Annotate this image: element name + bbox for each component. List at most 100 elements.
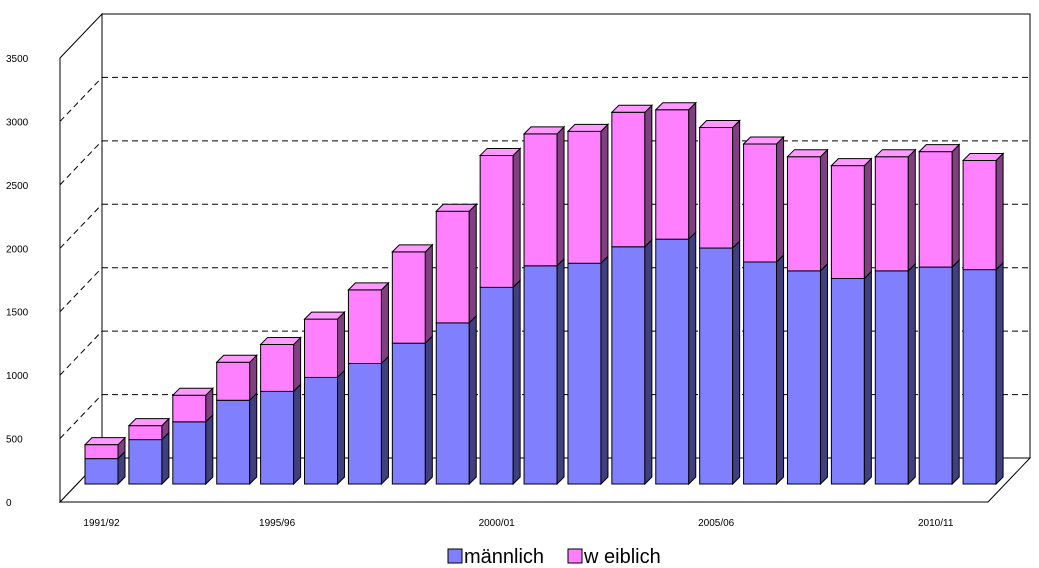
bar-segment-maennlich bbox=[567, 262, 602, 485]
bar-side-face bbox=[644, 238, 653, 486]
bar-top-face bbox=[303, 311, 346, 320]
bar-segment-weiblich bbox=[391, 251, 426, 344]
bar-top-face bbox=[127, 418, 171, 427]
y-tick-label: 3000 bbox=[6, 117, 29, 128]
bar-group bbox=[83, 436, 127, 486]
bar-segment-weiblich bbox=[699, 127, 734, 249]
x-tick-label: 1995/96 bbox=[259, 518, 296, 529]
bar-side-face bbox=[512, 279, 521, 486]
bar-side-face bbox=[819, 262, 828, 486]
bar-top-face bbox=[83, 437, 127, 446]
bar-group bbox=[347, 281, 390, 486]
bar-side-face bbox=[337, 369, 346, 486]
bar-side-face bbox=[556, 125, 565, 268]
bar-top-face bbox=[478, 147, 522, 156]
y-tick-label: 3500 bbox=[6, 54, 29, 65]
bar-group bbox=[127, 417, 171, 486]
bar-top-face bbox=[786, 149, 829, 158]
bar-side-face bbox=[732, 119, 741, 250]
bar-segment-weiblich bbox=[962, 160, 997, 271]
bar-segment-maennlich bbox=[172, 421, 207, 485]
bar-side-face bbox=[951, 258, 960, 486]
y-tick-label: 1000 bbox=[6, 371, 29, 382]
bar-segment-weiblich bbox=[172, 394, 207, 423]
x-tick-label: 2010/11 bbox=[918, 518, 954, 529]
legend: männlich w eiblich bbox=[447, 546, 661, 568]
grid-line-side bbox=[59, 267, 103, 313]
bar-top-face bbox=[961, 153, 1005, 162]
bar-top-face bbox=[391, 244, 434, 253]
bar-segment-weiblich bbox=[743, 143, 778, 263]
bar-segment-weiblich bbox=[347, 289, 382, 364]
bar-segment-weiblich bbox=[830, 165, 865, 279]
bar-group bbox=[435, 203, 478, 486]
bar-groups bbox=[83, 101, 1005, 486]
bar-segment-maennlich bbox=[260, 390, 295, 485]
bar-top-face bbox=[259, 336, 302, 345]
bar-side-face bbox=[776, 253, 785, 486]
bar-segment-weiblich bbox=[304, 318, 339, 378]
bar-segment-weiblich bbox=[435, 210, 470, 324]
bar-side-face bbox=[380, 355, 389, 486]
bar-segment-maennlich bbox=[918, 266, 953, 485]
bar-side-face bbox=[424, 334, 433, 486]
bar-top-face bbox=[917, 144, 961, 153]
bar-side-face bbox=[688, 101, 697, 241]
bar-side-face bbox=[468, 314, 477, 486]
bar-top-face bbox=[171, 387, 215, 396]
bar-top-face bbox=[347, 282, 390, 291]
bar-segment-weiblich bbox=[216, 361, 251, 401]
bar-group bbox=[830, 157, 873, 486]
legend-label-weiblich: w eiblich bbox=[583, 546, 661, 568]
bar-side-face bbox=[512, 147, 521, 289]
y-tick-label: 0 bbox=[6, 498, 12, 509]
x-tick-label: 2000/01 bbox=[479, 518, 516, 529]
y-tick-label: 2000 bbox=[6, 244, 29, 255]
bar-side-face bbox=[863, 270, 872, 486]
bar-segment-maennlich bbox=[216, 399, 251, 485]
legend-swatch-maennlich bbox=[447, 548, 463, 564]
bar-segment-maennlich bbox=[786, 270, 821, 485]
bar-group bbox=[259, 336, 302, 486]
bar-segment-weiblich bbox=[128, 425, 163, 441]
x-tick-label: 2005/06 bbox=[698, 518, 735, 529]
bar-segment-weiblich bbox=[611, 111, 646, 248]
y-tick-label: 500 bbox=[6, 435, 23, 446]
bar-segment-weiblich bbox=[523, 133, 558, 267]
bar-group bbox=[566, 123, 610, 486]
bar-side-face bbox=[995, 152, 1004, 271]
grid-line-side bbox=[59, 140, 103, 186]
bar-segment-maennlich bbox=[347, 362, 382, 485]
bar-segment-maennlich bbox=[743, 261, 778, 485]
bar-segment-weiblich bbox=[260, 343, 295, 392]
bar-side-face bbox=[995, 261, 1004, 486]
bar-top-face bbox=[566, 123, 610, 132]
bar-side-face bbox=[380, 281, 389, 365]
bar-group bbox=[874, 148, 917, 486]
bar-side-face bbox=[293, 383, 302, 486]
bar-side-face bbox=[688, 230, 697, 486]
bar-side-face bbox=[907, 148, 916, 273]
bar-segment-weiblich bbox=[874, 156, 909, 272]
side-wall bbox=[59, 12, 103, 504]
bar-side-face bbox=[819, 148, 828, 273]
bar-segment-weiblich bbox=[655, 109, 690, 240]
bar-group bbox=[478, 147, 522, 486]
bar-side-face bbox=[249, 354, 258, 402]
bar-side-face bbox=[468, 203, 477, 325]
bar-segment-weiblich bbox=[786, 156, 821, 272]
bar-segment-maennlich bbox=[611, 246, 646, 485]
bar-side-face bbox=[600, 255, 609, 486]
bar-side-face bbox=[732, 239, 741, 486]
bar-top-face bbox=[435, 203, 478, 212]
bar-segment-maennlich bbox=[655, 238, 690, 485]
grid-line-side bbox=[59, 77, 103, 122]
bar-side-face bbox=[644, 104, 653, 248]
bar-segment-weiblich bbox=[84, 444, 119, 460]
bar-segment-maennlich bbox=[874, 270, 909, 485]
y-tick-label: 1500 bbox=[6, 308, 29, 319]
bar-side-face bbox=[424, 243, 433, 345]
bar-group bbox=[742, 135, 785, 486]
legend-label-maennlich: männlich bbox=[464, 546, 544, 568]
